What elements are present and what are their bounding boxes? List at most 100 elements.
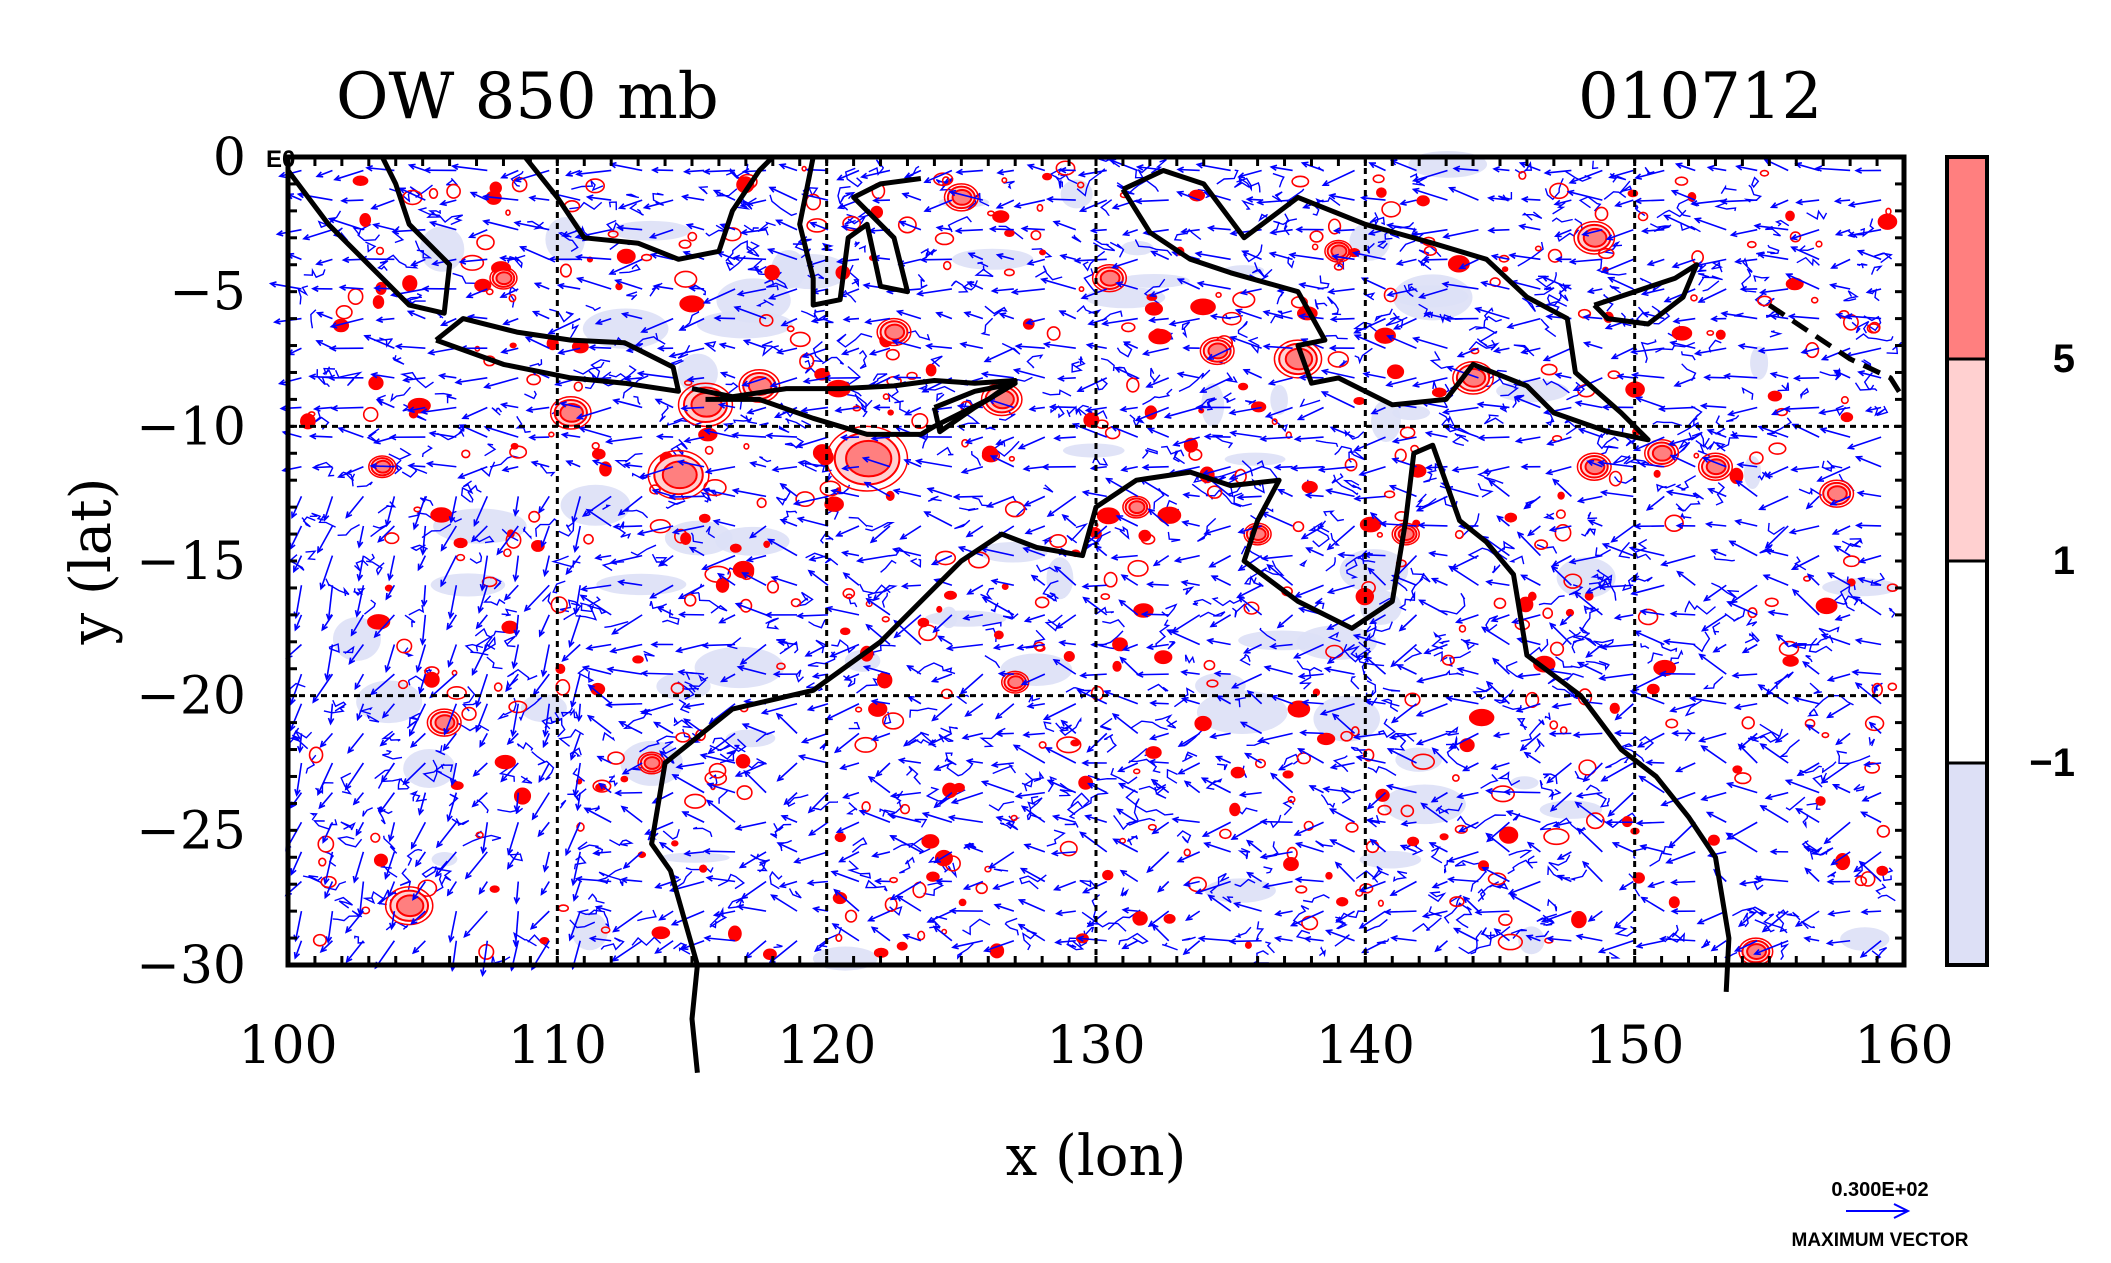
positive-contour: [446, 183, 461, 199]
wind-vector: [1391, 159, 1417, 172]
wind-vector: [288, 347, 302, 356]
negative-contour: [678, 699, 690, 714]
negative-contour: [655, 332, 666, 345]
wind-vector-head: [547, 255, 556, 263]
positive-contour: [335, 305, 353, 320]
wind-vector: [840, 288, 860, 297]
wind-vector-head: [1696, 918, 1705, 925]
wind-vector-head: [609, 647, 617, 654]
wind-vector-head: [1245, 839, 1254, 847]
negative-contour: [1844, 538, 1862, 552]
wind-vector: [684, 718, 705, 735]
wind-vector-head: [524, 336, 533, 343]
wind-vector: [473, 762, 488, 777]
wind-vector-head: [1518, 161, 1527, 168]
wind-vector: [1426, 432, 1448, 438]
wind-vector: [316, 258, 333, 265]
negative-contour: [1766, 417, 1793, 438]
wind-vector-head: [836, 202, 845, 210]
wind-vector: [949, 190, 984, 201]
negative-contour: [1059, 717, 1082, 737]
wind-vector-head: [947, 814, 956, 822]
wind-vector: [1210, 614, 1232, 628]
wind-vector-head: [1148, 734, 1157, 741]
wind-vector-head: [1328, 344, 1337, 352]
wind-vector: [1303, 701, 1324, 705]
negative-contour: [1856, 262, 1868, 269]
negative-contour: [384, 254, 419, 269]
negative-contour: [1853, 867, 1863, 878]
wind-vector-head: [1079, 831, 1087, 839]
negative-contour: [558, 728, 584, 747]
wind-vector-head: [1391, 457, 1400, 464]
negative-contour: [1649, 223, 1670, 230]
wind-vector: [581, 584, 612, 591]
wind-vector: [1015, 199, 1045, 208]
wind-vector-head: [1795, 807, 1803, 815]
wind-vector-head: [654, 882, 662, 889]
wind-vector-head: [734, 770, 743, 777]
wind-vector-head: [1386, 748, 1395, 755]
wind-vector-head: [1157, 885, 1165, 893]
wind-vector-head: [1710, 944, 1719, 952]
negative-contour: [1412, 917, 1442, 933]
positive-core-ring: [1273, 339, 1323, 379]
wind-vector-head: [654, 947, 662, 954]
wind-vector: [1631, 347, 1665, 353]
wind-vector-head: [588, 344, 596, 351]
wind-vector-head: [344, 783, 352, 791]
wind-vector-head: [749, 460, 757, 468]
wind-vector: [1417, 673, 1448, 683]
wind-vector-head: [1023, 843, 1032, 850]
wind-vector-head: [1415, 505, 1424, 512]
wind-vector: [732, 434, 767, 438]
wind-vector-head: [561, 231, 569, 238]
negative-contour: [698, 593, 728, 614]
wind-vector-head: [1196, 280, 1205, 288]
wind-vector: [1739, 344, 1758, 350]
wind-vector-head: [1388, 484, 1397, 491]
negative-contour: [1596, 258, 1627, 276]
wind-vector-head: [1665, 857, 1673, 864]
wind-vector: [1151, 250, 1170, 261]
wind-vector: [1711, 549, 1727, 557]
wind-vector-head: [1735, 480, 1743, 487]
negative-contour: [1042, 580, 1059, 602]
wind-vector: [1413, 169, 1448, 182]
wind-vector: [1400, 199, 1417, 205]
wind-vector: [837, 821, 860, 833]
positive-contour: [1497, 933, 1523, 951]
wind-vector-head: [773, 411, 782, 419]
wind-vector: [1385, 910, 1417, 913]
positive-contour: [1316, 732, 1336, 746]
wind-vector-head: [475, 725, 482, 733]
wind-vector-head: [1326, 623, 1334, 630]
negative-contour: [1510, 928, 1527, 939]
wind-vector: [1795, 163, 1820, 172]
wind-vector: [1486, 580, 1510, 587]
positive-contour: [933, 172, 954, 187]
wind-vector-head: [992, 643, 1001, 651]
wind-vector: [1413, 188, 1448, 201]
wind-vector-head: [439, 199, 447, 207]
wind-vector: [1298, 748, 1324, 764]
wind-vector-head: [1660, 560, 1669, 567]
wind-vector: [1520, 732, 1541, 751]
wind-vector-head: [1728, 540, 1737, 547]
wind-vector-head: [1182, 491, 1190, 499]
wind-vector: [290, 792, 303, 809]
wind-vector-head: [352, 798, 360, 806]
wind-vector-head: [449, 778, 457, 787]
wind-vector: [1550, 792, 1572, 812]
negative-contour: [998, 225, 1024, 240]
wind-vector: [609, 258, 643, 275]
wind-vector-head: [1630, 371, 1639, 379]
wind-vector-head: [1259, 435, 1267, 443]
negative-contour: [950, 280, 969, 293]
negative-contour: [1345, 550, 1368, 567]
negative-contour: [1684, 600, 1716, 615]
wind-vector: [894, 376, 921, 379]
wind-vector-head: [1753, 222, 1762, 230]
wind-vector: [1275, 910, 1293, 916]
wind-vector: [644, 199, 674, 209]
